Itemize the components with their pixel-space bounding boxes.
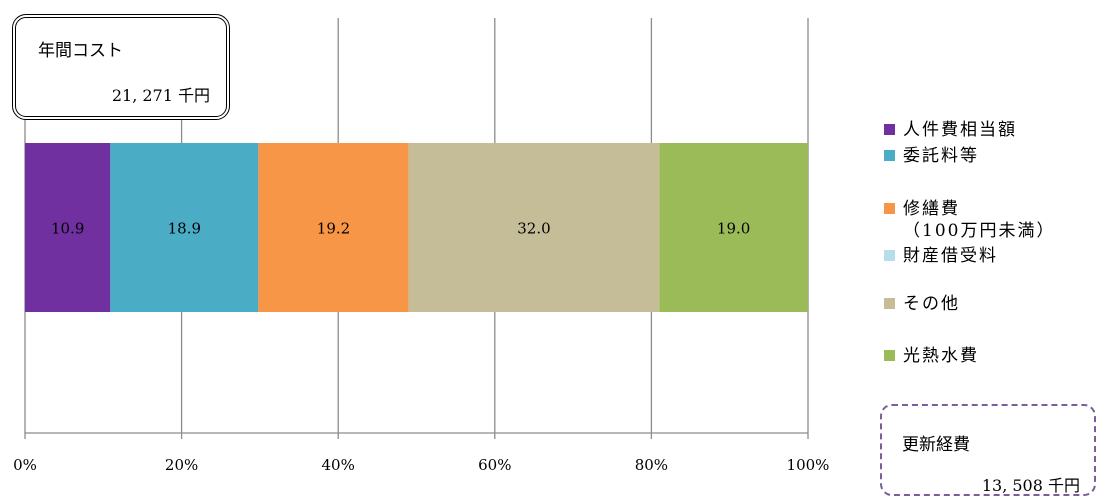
x-tick-label: 100%: [787, 456, 830, 474]
x-tick-label: 20%: [165, 456, 198, 474]
legend-label: その他: [903, 294, 960, 314]
renewal-cost-value: 13, 508 千円: [981, 476, 1080, 495]
legend-item-lease: 財産借受料: [884, 245, 998, 267]
legend-swatch: [884, 350, 895, 361]
annual-cost-value: 21, 271 千円: [111, 86, 210, 105]
renewal-cost-title: 更新経費: [902, 435, 970, 455]
x-tick-label: 0%: [13, 456, 37, 474]
data-label: 32.0: [517, 220, 550, 238]
x-tick-label: 40%: [322, 456, 355, 474]
legend-label: 光熱水費: [903, 346, 979, 366]
legend-label: 修繕費: [903, 199, 960, 219]
data-label: 19.0: [717, 220, 750, 238]
bar-segment: [659, 143, 808, 312]
data-label: 19.2: [317, 220, 350, 238]
legend-label: 委託料等: [903, 146, 979, 166]
legend-swatch: [884, 150, 895, 161]
legend-swatch: [884, 124, 895, 135]
data-label: 18.9: [168, 220, 201, 238]
legend-item-other: その他: [884, 293, 960, 315]
legend-item-personnel: 人件費相当額: [884, 119, 1017, 141]
legend-item-repair: 修繕費 （100万円未満）: [884, 198, 1055, 242]
legend-item-utilities: 光熱水費: [884, 345, 979, 367]
legend-swatch: [884, 203, 895, 214]
legend-label: 財産借受料: [903, 246, 998, 266]
bar-segment: [110, 143, 259, 312]
bar-segment: [258, 143, 409, 312]
x-tick-label: 60%: [478, 456, 511, 474]
legend-swatch: [884, 298, 895, 309]
legend-sublabel: （100万円未満）: [903, 221, 1056, 241]
annual-cost-title: 年間コスト: [38, 41, 123, 61]
renewal-cost-box: 更新経費 13, 508 千円: [880, 404, 1096, 496]
legend-swatch: [884, 250, 895, 261]
data-label: 10.9: [51, 220, 84, 238]
bar-segment: [408, 143, 660, 312]
legend-label: 人件費相当額: [903, 120, 1017, 140]
legend-item-outsourcing: 委託料等: [884, 145, 979, 167]
x-tick-label: 80%: [635, 456, 668, 474]
bar-segment: [25, 143, 111, 312]
annual-cost-box: 年間コスト 21, 271 千円: [12, 14, 230, 120]
